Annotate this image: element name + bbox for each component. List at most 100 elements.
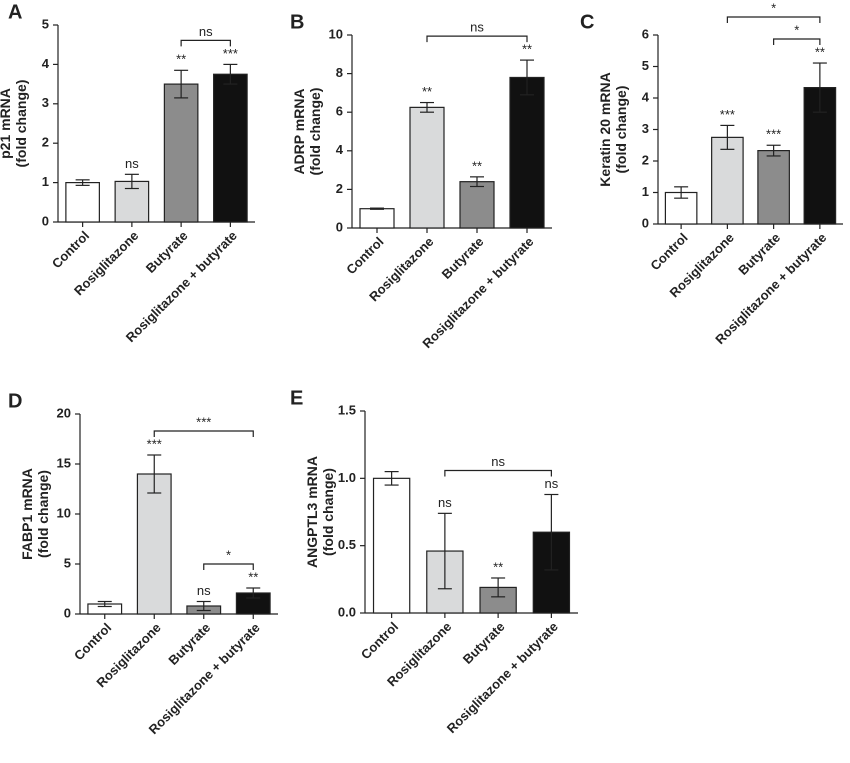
bar bbox=[409, 106, 445, 229]
bar bbox=[459, 181, 495, 229]
y-tick-label: 0 bbox=[64, 605, 71, 620]
x-tick-label: Control bbox=[647, 230, 690, 273]
bar bbox=[65, 182, 100, 223]
y-tick-label: 0 bbox=[42, 213, 49, 228]
significance-label: ns bbox=[125, 156, 139, 171]
x-tick-label: Butyrate bbox=[143, 228, 191, 276]
y-axis-label-line: FABP1 mRNA bbox=[19, 468, 35, 560]
significance-label: ** bbox=[176, 52, 186, 67]
y-tick-label: 3 bbox=[642, 121, 649, 136]
significance-bracket bbox=[203, 563, 254, 570]
significance-label: ** bbox=[248, 569, 258, 584]
significance-bracket bbox=[153, 430, 254, 437]
significance-label: ** bbox=[815, 44, 825, 59]
error-bar bbox=[124, 173, 139, 190]
significance-label: *** bbox=[720, 107, 735, 122]
bar bbox=[359, 208, 395, 229]
error-bar bbox=[174, 69, 189, 99]
panel: E ANGPTL3 mRNA(fold change) 0.0 0.5 1.0 1.5 Co… bbox=[290, 387, 578, 736]
error-bar bbox=[766, 144, 781, 157]
bar bbox=[757, 150, 790, 225]
error-bar bbox=[420, 101, 434, 113]
panel: C Keratin 20 mRNA(fold change) 0 1 2 3 4 5 6 Cont… bbox=[580, 0, 843, 347]
significance-label: ns bbox=[545, 476, 559, 491]
y-tick-label: 6 bbox=[336, 104, 343, 119]
y-axis-label-line: ADRP mRNA bbox=[291, 88, 307, 174]
bar bbox=[114, 180, 150, 223]
error-bar bbox=[223, 63, 238, 85]
error-bar bbox=[720, 124, 735, 150]
y-tick-label: 10 bbox=[329, 26, 343, 41]
error-bar bbox=[97, 600, 112, 608]
panel-letter: E bbox=[290, 387, 303, 409]
y-tick-label: 8 bbox=[336, 65, 343, 80]
y-tick-label: 5 bbox=[64, 555, 71, 570]
y-axis-label-line: (fold change) bbox=[320, 468, 336, 556]
significance-label: ns bbox=[438, 495, 452, 510]
y-tick-label: 3 bbox=[42, 95, 49, 110]
bracket-label: *** bbox=[196, 414, 211, 429]
bracket-label: * bbox=[226, 547, 231, 562]
x-tick-label: Rosiglitazone + butyrate bbox=[444, 619, 561, 736]
y-tick-label: 2 bbox=[336, 181, 343, 196]
y-tick-label: 6 bbox=[642, 26, 649, 41]
bracket-label: * bbox=[771, 0, 776, 15]
y-tick-label: 0 bbox=[336, 219, 343, 234]
error-bar bbox=[196, 600, 211, 612]
significance-bracket bbox=[773, 38, 821, 46]
significance-bracket bbox=[180, 39, 231, 47]
y-tick-label: 2 bbox=[42, 135, 49, 150]
error-bar bbox=[674, 186, 689, 199]
y-axis-label: p21 mRNA(fold change) bbox=[0, 80, 29, 168]
bracket-label: ns bbox=[199, 24, 213, 39]
error-bar bbox=[437, 512, 452, 590]
y-tick-label: 1.0 bbox=[338, 470, 356, 485]
y-tick-label: 20 bbox=[57, 405, 71, 420]
error-bar bbox=[384, 471, 399, 486]
y-axis-label-line: ANGPTL3 mRNA bbox=[304, 456, 320, 568]
y-tick-label: 1 bbox=[642, 184, 649, 199]
y-axis-label-line: (fold change) bbox=[613, 86, 629, 174]
y-axis-label-line: (fold change) bbox=[13, 80, 29, 168]
x-tick-label: Butyrate bbox=[165, 620, 213, 668]
significance-label: *** bbox=[223, 46, 238, 61]
significance-label: ** bbox=[472, 158, 482, 173]
significance-bracket bbox=[426, 35, 528, 43]
x-tick-label: Control bbox=[49, 228, 92, 271]
significance-label: ** bbox=[422, 84, 432, 99]
y-axis-label-line: p21 mRNA bbox=[0, 88, 13, 159]
bar bbox=[213, 73, 248, 223]
error-bar bbox=[147, 454, 162, 494]
y-axis-label-line: (fold change) bbox=[35, 470, 51, 558]
y-tick-label: 10 bbox=[57, 505, 71, 520]
error-bar bbox=[75, 179, 90, 186]
significance-bracket bbox=[444, 469, 552, 477]
significance-label: ns bbox=[197, 583, 211, 598]
bar bbox=[509, 76, 545, 229]
y-axis-label-line: (fold change) bbox=[307, 88, 323, 176]
bar bbox=[372, 477, 411, 614]
panel-letter: B bbox=[290, 11, 304, 33]
x-tick-label: Butyrate bbox=[439, 234, 487, 282]
error-bar bbox=[812, 62, 827, 113]
significance-label: *** bbox=[147, 436, 162, 451]
y-axis-label: Keratin 20 mRNA(fold change) bbox=[597, 72, 629, 186]
bracket-label: ns bbox=[470, 20, 484, 35]
y-axis-label: ANGPTL3 mRNA(fold change) bbox=[304, 456, 336, 568]
panel-letter: D bbox=[8, 390, 22, 412]
panel-letter: A bbox=[8, 1, 22, 23]
y-tick-label: 0.5 bbox=[338, 537, 356, 552]
significance-bracket bbox=[726, 16, 821, 24]
bar bbox=[163, 83, 199, 223]
y-tick-label: 5 bbox=[42, 16, 49, 31]
bar bbox=[711, 136, 744, 225]
x-tick-label: Control bbox=[358, 619, 401, 662]
error-bar bbox=[370, 207, 384, 210]
y-tick-label: 0 bbox=[642, 215, 649, 230]
x-tick-label: Butyrate bbox=[735, 230, 783, 278]
y-tick-label: 0.0 bbox=[338, 604, 356, 619]
